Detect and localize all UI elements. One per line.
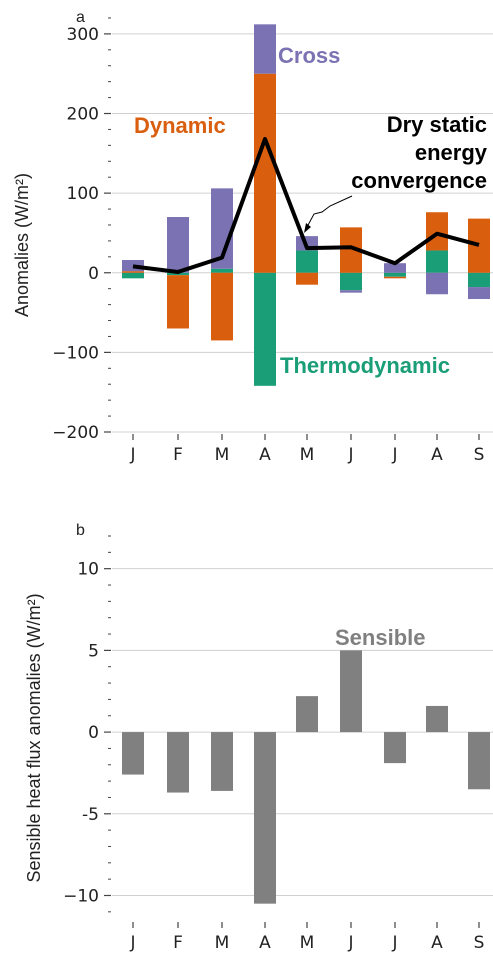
panel-a-x-tick-label-1: F: [173, 445, 183, 465]
cross-bar-2: [211, 188, 233, 269]
panel-b-letter: b: [76, 522, 85, 539]
panel-a-x-tick-label-7: A: [431, 445, 443, 465]
cross-bar-7: [426, 272, 448, 295]
sensible-bar-5: [340, 650, 362, 733]
panel-a-y-axis: −200 −100 0 100 200 300: [52, 17, 111, 443]
dse-label-line-1: Dry static: [387, 112, 487, 137]
dse-line: [132, 136, 480, 274]
dynamic-bar-0: [122, 271, 144, 273]
panel-a-x-tick-label-0: J: [129, 445, 135, 465]
cross-bar-8: [468, 287, 490, 300]
dse-label-line-2: energy: [415, 140, 488, 165]
panel-a-x-tick-label-6: J: [391, 445, 397, 465]
cross-bar-0: [122, 260, 144, 272]
panel-a-x-tick-label-3: A: [259, 445, 271, 465]
panel-b-x-tick-label-8: S: [474, 933, 485, 953]
thermodynamic-bar-5: [340, 272, 362, 291]
dse-label-pointer-arrow: [306, 195, 353, 228]
sensible-series-label: Sensible: [335, 625, 425, 650]
panel-a-y-tick-label: 200: [67, 105, 99, 125]
panel-b-x-tick-label-6: J: [391, 933, 397, 953]
panel-b-x-tick-label-0: J: [129, 933, 135, 953]
panel-a-dse-line: [132, 136, 480, 274]
sensible-bar-2: [211, 732, 233, 791]
cross-bar-5: [340, 290, 362, 293]
dse-label-pointer-arrowhead: [304, 223, 311, 233]
thermodynamic-series-label: Thermodynamic: [280, 353, 450, 378]
thermodynamic-bar-0: [122, 272, 144, 279]
dse-label-line-3: convergence: [351, 168, 487, 193]
sensible-bar-6: [384, 732, 406, 764]
panel-b-x-tick-label-5: J: [347, 933, 353, 953]
dynamic-bar-6: [384, 276, 406, 279]
panel-b-x-tick-label-7: A: [431, 933, 443, 953]
dynamic-bar-1: [167, 275, 189, 329]
panel-b-y-tick-label: 0: [88, 723, 99, 743]
cross-series-label: Cross: [278, 43, 340, 68]
panel-b-bars: [122, 650, 490, 904]
dynamic-bar-7: [426, 212, 448, 251]
panel-a-x-tick-label-4: M: [300, 445, 315, 465]
dynamic-bar-2: [211, 272, 233, 341]
cross-bar-3: [254, 24, 276, 74]
sensible-bar-3: [254, 732, 276, 904]
dynamic-series-label: Dynamic: [134, 113, 226, 138]
panel-b-x-tick-label-4: M: [300, 933, 315, 953]
panel-a-y-tick-label: 100: [67, 184, 99, 204]
panel-a-x-tick-label-2: M: [215, 445, 230, 465]
panel-b-y-tick-label: -5: [82, 805, 99, 825]
dynamic-bar-8: [468, 218, 490, 273]
panel-b-y-axis: −10 -5 0 5 10: [63, 535, 111, 913]
panel-a-y-tick-label: 0: [88, 264, 99, 284]
thermodynamic-bar-3: [254, 272, 276, 386]
panel-b-y-tick-label: 5: [88, 641, 99, 661]
panel-a-y-tick-label: −200: [52, 423, 99, 443]
dynamic-bar-4: [296, 272, 318, 285]
sensible-bar-1: [167, 732, 189, 793]
dynamic-bar-5: [340, 227, 362, 273]
panel-a-y-tick-label: −100: [52, 343, 99, 363]
thermodynamic-bar-8: [468, 272, 490, 288]
panel-a-y-tick-label: 300: [67, 25, 99, 45]
sensible-bar-4: [296, 696, 318, 733]
panel-b-y-label: Sensible heat flux anomalies (W/m²): [24, 593, 44, 882]
thermodynamic-bar-6: [384, 272, 406, 277]
panel-a-bars: [122, 24, 490, 386]
sensible-bar-7: [426, 705, 448, 733]
panel-b: b −10 -5 0 5 10 J F M A M J J A S Sensible heat flux…: [24, 522, 493, 953]
thermodynamic-bar-7: [426, 250, 448, 273]
panel-b-y-tick-label: 10: [77, 560, 99, 580]
sensible-bar-0: [122, 732, 144, 775]
panel-b-x-tick-label-2: M: [215, 933, 230, 953]
panel-a-y-label: Anomalies (W/m²): [12, 173, 32, 317]
cross-bar-6: [384, 263, 406, 273]
thermodynamic-bar-2: [211, 268, 233, 273]
sensible-bar-8: [468, 732, 490, 790]
panel-b-x-tick-label-1: F: [173, 933, 183, 953]
panel-a-x-tick-label-5: J: [347, 445, 353, 465]
panel-b-x-tick-label-3: A: [259, 933, 271, 953]
panel-b-y-tick-label: −10: [63, 886, 99, 906]
cross-bar-1: [167, 217, 189, 273]
panel-a: a −200 −100 0 100 200 300 J F M A M J J A S Anomalies…: [12, 9, 493, 465]
thermodynamic-bar-4: [296, 250, 318, 273]
panel-a-letter: a: [76, 9, 85, 26]
panel-a-x-tick-label-8: S: [474, 445, 485, 465]
dynamic-bar-3: [254, 73, 276, 273]
